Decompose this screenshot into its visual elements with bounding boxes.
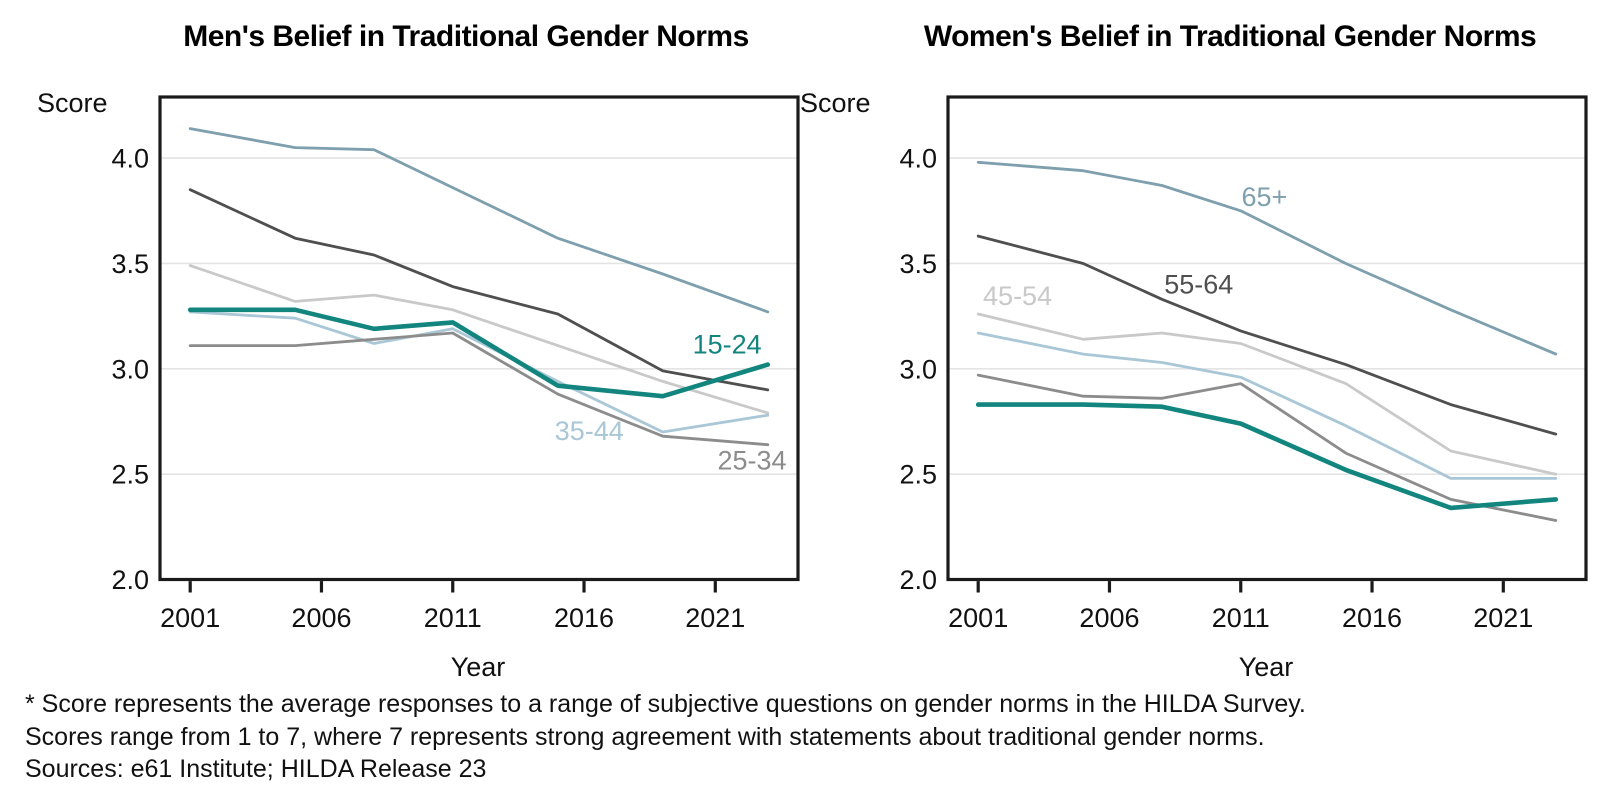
x-tick-label: 2001: [948, 603, 1008, 633]
chart-women: 2001 2006 2011 2016 2021 2.0 2.5 3.0 3.5 4.0 Women…: [800, 20, 1588, 682]
y-tick-label: 2.0: [899, 565, 937, 595]
y-tick-label: 3.0: [111, 354, 149, 384]
x-tick-label: 2016: [1342, 603, 1402, 633]
y-tick-label: 3.0: [899, 354, 937, 384]
x-tick-label: 2006: [1079, 603, 1139, 633]
y-tick-label: 2.5: [899, 460, 937, 490]
line-series-35-44: [976, 331, 1558, 480]
series-label-65+: 65+: [1241, 182, 1287, 212]
line-series-15-24: [975, 402, 1559, 511]
line-series-25-34: [188, 331, 770, 447]
y-tick-label: 2.5: [111, 460, 149, 490]
x-tick-label: 2016: [554, 603, 614, 633]
y-axis-title: Score: [37, 88, 108, 118]
x-tick-label: 2021: [1473, 603, 1533, 633]
x-tick-label: 2001: [160, 603, 220, 633]
chart-title: Women's Belief in Traditional Gender Nor…: [924, 20, 1536, 53]
series-label-35-44: 35-44: [555, 416, 624, 446]
footnote: * Score represents the average responses…: [25, 688, 1306, 786]
footnote-line-1: * Score represents the average responses…: [25, 690, 1306, 718]
x-tick-label: 2021: [685, 603, 745, 633]
series-label-45-54: 45-54: [983, 281, 1052, 311]
line-series-55-64: [976, 234, 1558, 436]
x-tick-label: 2011: [1212, 603, 1270, 633]
footnote-line-3: Sources: e61 Institute; HILDA Release 23: [25, 755, 487, 783]
x-tick-label: 2011: [424, 603, 482, 633]
line-series-35-44: [188, 310, 770, 434]
line-series-45-54: [976, 312, 1558, 476]
line-series-25-34: [976, 373, 1558, 522]
plot-frame: [158, 95, 800, 582]
line-series-55-64: [188, 188, 770, 392]
series-label-15-24: 15-24: [693, 330, 762, 360]
footnote-line-2: Scores range from 1 to 7, where 7 repres…: [25, 722, 1265, 751]
y-axis-title: Score: [800, 88, 871, 118]
line-series-65+: [976, 160, 1558, 356]
series-label-25-34: 25-34: [718, 445, 787, 475]
x-axis-title: Year: [451, 652, 506, 682]
y-tick-label: 3.5: [899, 249, 937, 279]
x-axis-title: Year: [1239, 652, 1294, 682]
y-tick-label: 4.0: [899, 144, 937, 174]
line-series-15-24: [187, 307, 771, 399]
line-series-65+: [188, 127, 770, 314]
y-tick-label: 2.0: [111, 565, 149, 595]
line-series-45-54: [188, 264, 770, 415]
y-tick-label: 4.0: [111, 144, 149, 174]
y-tick-label: 3.5: [111, 249, 149, 279]
plot-frame: [946, 95, 1588, 582]
chart-men: 2001 2006 2011 2016 2021 2.0 2.5 3.0 3.5 4.0 Men's…: [37, 20, 800, 682]
x-tick-label: 2006: [291, 603, 351, 633]
chart-title: Men's Belief in Traditional Gender Norms: [183, 20, 749, 53]
series-label-55-64: 55-64: [1164, 270, 1233, 300]
